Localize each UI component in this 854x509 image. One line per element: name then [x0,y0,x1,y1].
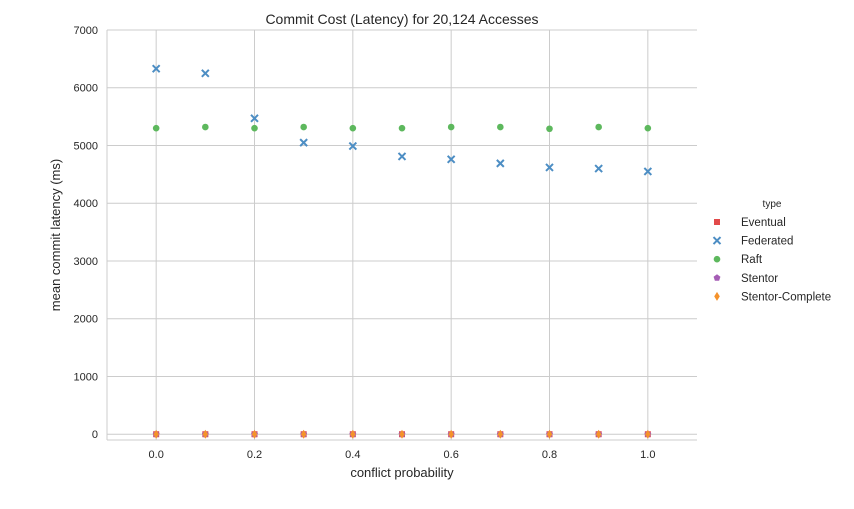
legend-marker-stentor [713,274,721,281]
legend-title: type [763,199,782,210]
data-point-stentor-complete [251,429,258,439]
data-point-raft [398,124,406,132]
y-tick-label: 3000 [74,256,98,268]
legend-label-raft: Raft [741,254,763,266]
legend-marker-stentor-complete [714,291,720,301]
data-point-raft [644,124,652,132]
x-tick-label: 1.0 [640,449,655,461]
x-tick-labels: 0.0 0.2 0.4 0.6 0.8 1.0 [149,449,656,461]
legend-marker-federated [712,236,722,245]
data-points [151,64,653,439]
legend: type Eventual Federated Raft Stentor Stentor… [712,199,831,303]
x-tick-label: 0.6 [444,449,459,461]
grid-lines [107,29,697,440]
x-axis-label: conflict probability [350,465,454,480]
data-point-raft [152,124,160,132]
data-point-federated [594,164,603,173]
data-point-stentor-complete [595,429,602,439]
data-point-stentor-complete [300,429,307,439]
data-point-federated [299,138,308,147]
x-tick-label: 0.0 [149,449,164,461]
data-point-stentor-complete [448,429,454,439]
y-tick-label: 1000 [74,371,98,383]
data-point-stentor-complete [546,429,553,439]
data-point-federated [151,64,161,73]
y-tick-labels: 0 1000 2000 3000 4000 5000 6000 7000 [74,25,98,441]
data-point-stentor-complete [399,429,405,439]
y-tick-label: 5000 [74,140,98,152]
legend-label-stentor: Stentor [741,273,778,285]
data-point-federated [250,114,259,123]
x-tick-label: 0.4 [345,449,360,461]
legend-label-eventual: Eventual [741,217,786,229]
data-point-raft [546,125,553,133]
data-point-stentor-complete [645,429,651,439]
y-tick-label: 4000 [74,198,98,210]
data-point-stentor-complete [350,429,356,439]
data-point-stentor-complete [153,429,159,439]
data-point-raft [300,123,307,131]
y-axis-label: mean commit latency (ms) [48,159,63,311]
y-tick-label: 6000 [74,83,98,95]
data-point-federated [348,141,358,151]
y-tick-label: 7000 [74,25,98,37]
data-point-raft [447,123,455,131]
data-point-federated [545,163,554,172]
data-point-raft [595,123,602,131]
data-point-raft [251,124,258,132]
data-point-federated [397,152,407,161]
legend-label-stentor-complete: Stentor-Complete [741,291,831,303]
x-tick-label: 0.2 [247,449,262,461]
chart-title: Commit Cost (Latency) for 20,124 Accesse… [265,11,538,27]
data-point-raft [202,123,209,131]
data-point-stentor-complete [497,429,504,439]
data-point-federated [446,155,456,164]
plot-axes [106,30,697,441]
legend-marker-eventual [714,219,720,225]
y-tick-label: 0 [92,429,98,441]
y-tick-label: 2000 [74,314,98,326]
data-point-federated [496,159,505,168]
data-point-stentor-complete [202,429,209,439]
data-point-federated [201,69,210,78]
legend-label-federated: Federated [741,236,793,248]
data-point-raft [349,124,357,132]
data-point-raft [497,123,504,131]
legend-marker-raft [713,255,721,263]
data-point-federated [643,167,653,176]
x-tick-label: 0.8 [542,449,557,461]
